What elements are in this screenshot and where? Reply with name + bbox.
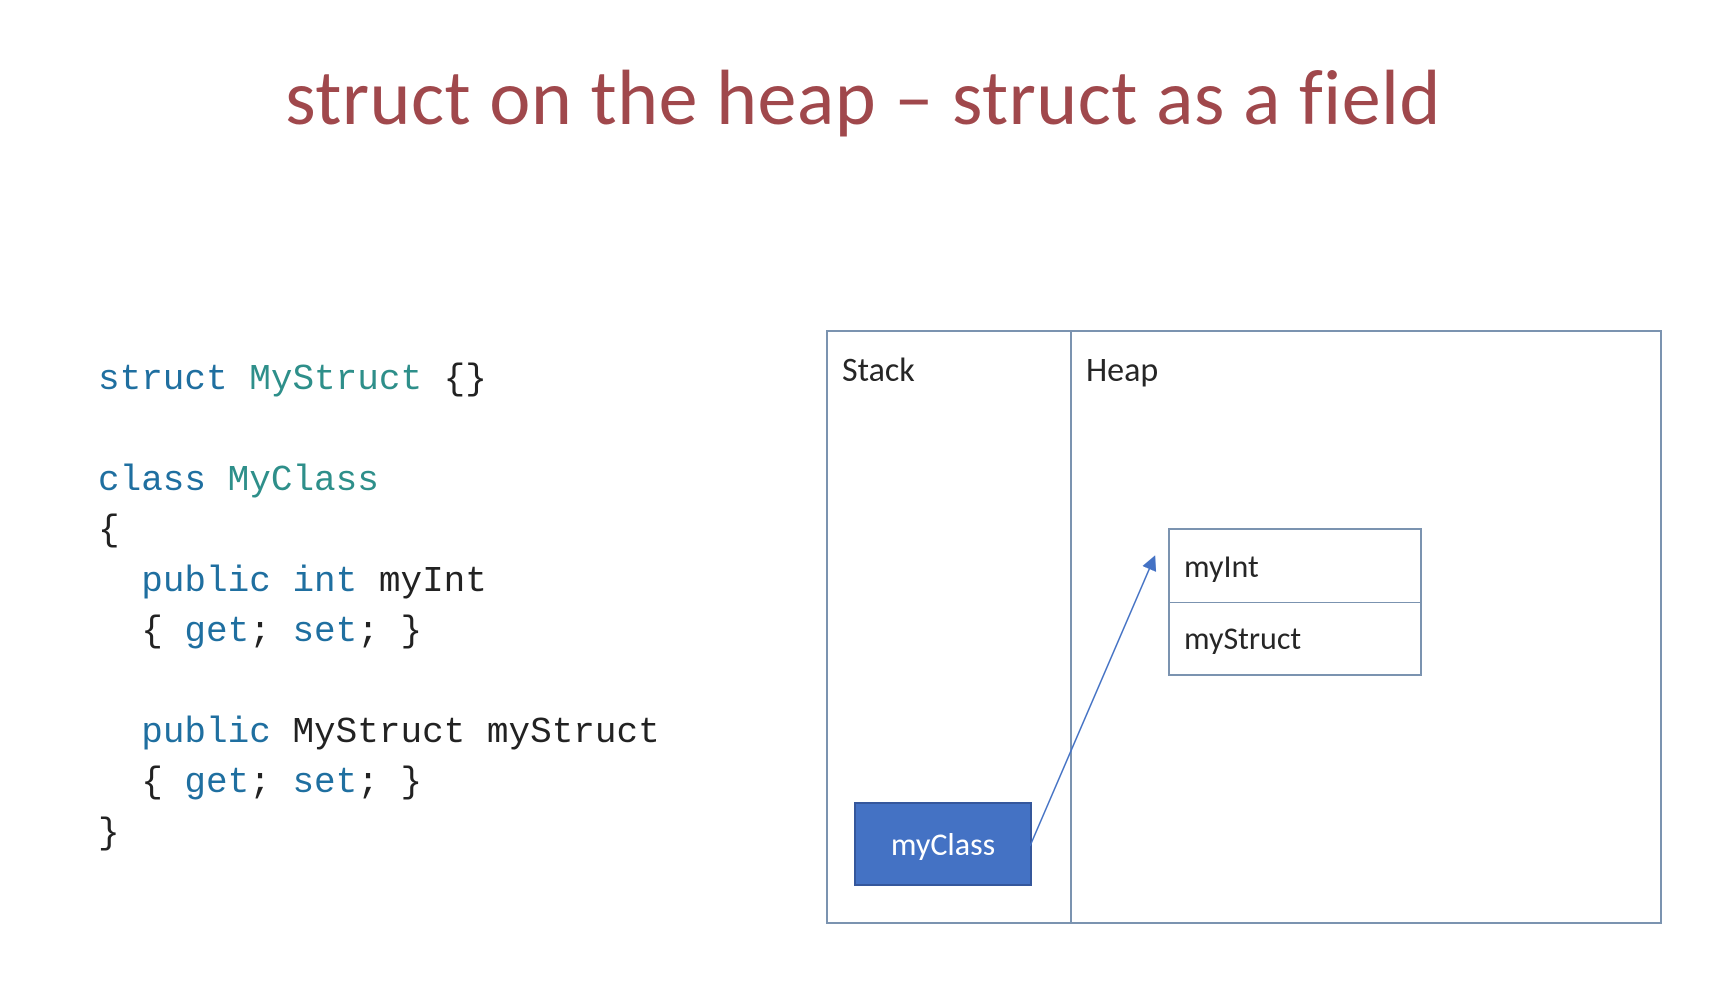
heap-cell-myint: myInt bbox=[1170, 530, 1420, 602]
code-snippet: struct MyStruct {} class MyClass { publi… bbox=[98, 355, 660, 859]
type-myclass: MyClass bbox=[228, 460, 379, 501]
field-myint: myInt bbox=[357, 561, 487, 602]
stack-variable-myclass: myClass bbox=[854, 802, 1032, 886]
accessor-get-1: get bbox=[184, 611, 249, 652]
memory-diagram: Stack myClass Heap myInt myStruct bbox=[826, 330, 1662, 924]
semi: ; bbox=[357, 611, 379, 652]
accessor-set-2: set bbox=[292, 762, 357, 803]
field-mystruct: myStruct bbox=[465, 712, 659, 753]
heap-object: myInt myStruct bbox=[1168, 528, 1422, 676]
brace-open: { bbox=[98, 510, 120, 551]
semi: ; bbox=[249, 762, 271, 803]
brace-close-acc2: } bbox=[379, 762, 422, 803]
stack-header: Stack bbox=[842, 350, 915, 391]
keyword-class: class bbox=[98, 460, 206, 501]
brace-close: } bbox=[98, 813, 120, 854]
type-mystruct: MyStruct bbox=[249, 359, 422, 400]
accessor-get-2: get bbox=[184, 762, 249, 803]
braces-empty: {} bbox=[422, 359, 487, 400]
stack-column: Stack myClass bbox=[828, 332, 1072, 922]
semi: ; bbox=[357, 762, 379, 803]
accessor-set-1: set bbox=[292, 611, 357, 652]
heap-cell-mystruct: myStruct bbox=[1170, 602, 1420, 674]
keyword-struct: struct bbox=[98, 359, 228, 400]
keyword-public-1: public bbox=[141, 561, 271, 602]
heap-header: Heap bbox=[1086, 350, 1158, 391]
keyword-int: int bbox=[292, 561, 357, 602]
semi: ; bbox=[249, 611, 271, 652]
keyword-public-2: public bbox=[141, 712, 271, 753]
heap-column: Heap myInt myStruct bbox=[1072, 332, 1660, 922]
field-type-mystruct: MyStruct bbox=[271, 712, 465, 753]
slide-title: struct on the heap – struct as a field bbox=[0, 50, 1726, 145]
brace-close-acc1: } bbox=[379, 611, 422, 652]
